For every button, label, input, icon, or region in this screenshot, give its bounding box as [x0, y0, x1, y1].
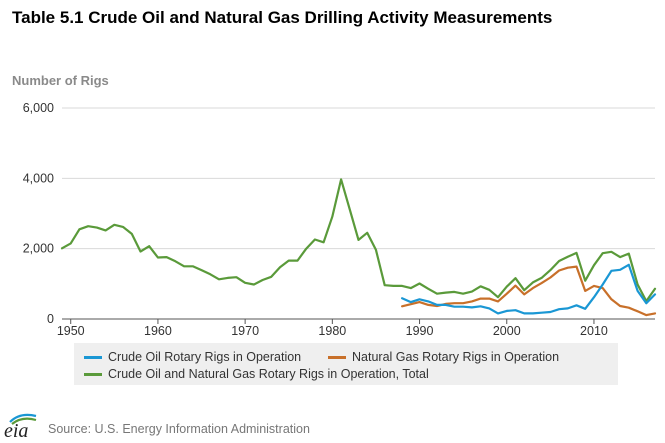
eia-logo-text: eia: [4, 420, 29, 442]
legend-swatch-oil: [84, 355, 102, 359]
x-tick-label: 2000: [493, 324, 521, 338]
tick-labels: 0 2,000 4,000 6,000 1950 1960 1970 1980 1990 2000…: [23, 101, 608, 338]
line-chart: 0 2,000 4,000 6,000 1950 1960 1970 1980 1990 2000…: [23, 101, 657, 338]
eia-logo-icon: [9, 413, 37, 425]
series-line-gas[interactable]: [401, 265, 657, 317]
source-note: Source: U.S. Energy Information Administ…: [48, 422, 310, 436]
y-tick-label: 4,000: [23, 171, 54, 185]
x-tick-label: 1970: [231, 324, 259, 338]
legend-swatch-gas: [328, 355, 346, 359]
x-tick-label: 1980: [318, 324, 346, 338]
x-tick-label: 1960: [144, 324, 172, 338]
series-line-oil[interactable]: [401, 263, 657, 315]
chart-title: Table 5.1 Crude Oil and Natural Gas Dril…: [12, 8, 553, 27]
legend-label-gas: Natural Gas Rotary Rigs in Operation: [352, 350, 560, 364]
series-lines: [60, 178, 657, 317]
legend-item-total[interactable]: Crude Oil and Natural Gas Rotary Rigs in…: [84, 367, 429, 381]
footer: eia Source: U.S. Energy Information Admi…: [0, 408, 665, 443]
y-tick-label: 6,000: [23, 101, 54, 115]
legend-item-gas[interactable]: Natural Gas Rotary Rigs in Operation: [328, 350, 559, 364]
y-axis-label: Number of Rigs: [12, 73, 109, 88]
x-tick-label: 1990: [406, 324, 434, 338]
y-tick-label: 0: [47, 312, 54, 326]
series-line-total[interactable]: [60, 178, 657, 303]
x-axis: [62, 318, 655, 324]
legend-label-oil: Crude Oil Rotary Rigs in Operation: [108, 350, 302, 364]
y-tick-label: 2,000: [23, 242, 54, 256]
legend-label-total: Crude Oil and Natural Gas Rotary Rigs in…: [108, 367, 429, 381]
grid-lines: [62, 107, 655, 250]
legend: Crude Oil Rotary Rigs in Operation Natur…: [74, 343, 618, 385]
x-tick-label: 1950: [57, 324, 85, 338]
legend-swatch-total: [84, 372, 102, 376]
x-tick-label: 2010: [580, 324, 608, 338]
legend-item-oil[interactable]: Crude Oil Rotary Rigs in Operation: [84, 350, 301, 364]
